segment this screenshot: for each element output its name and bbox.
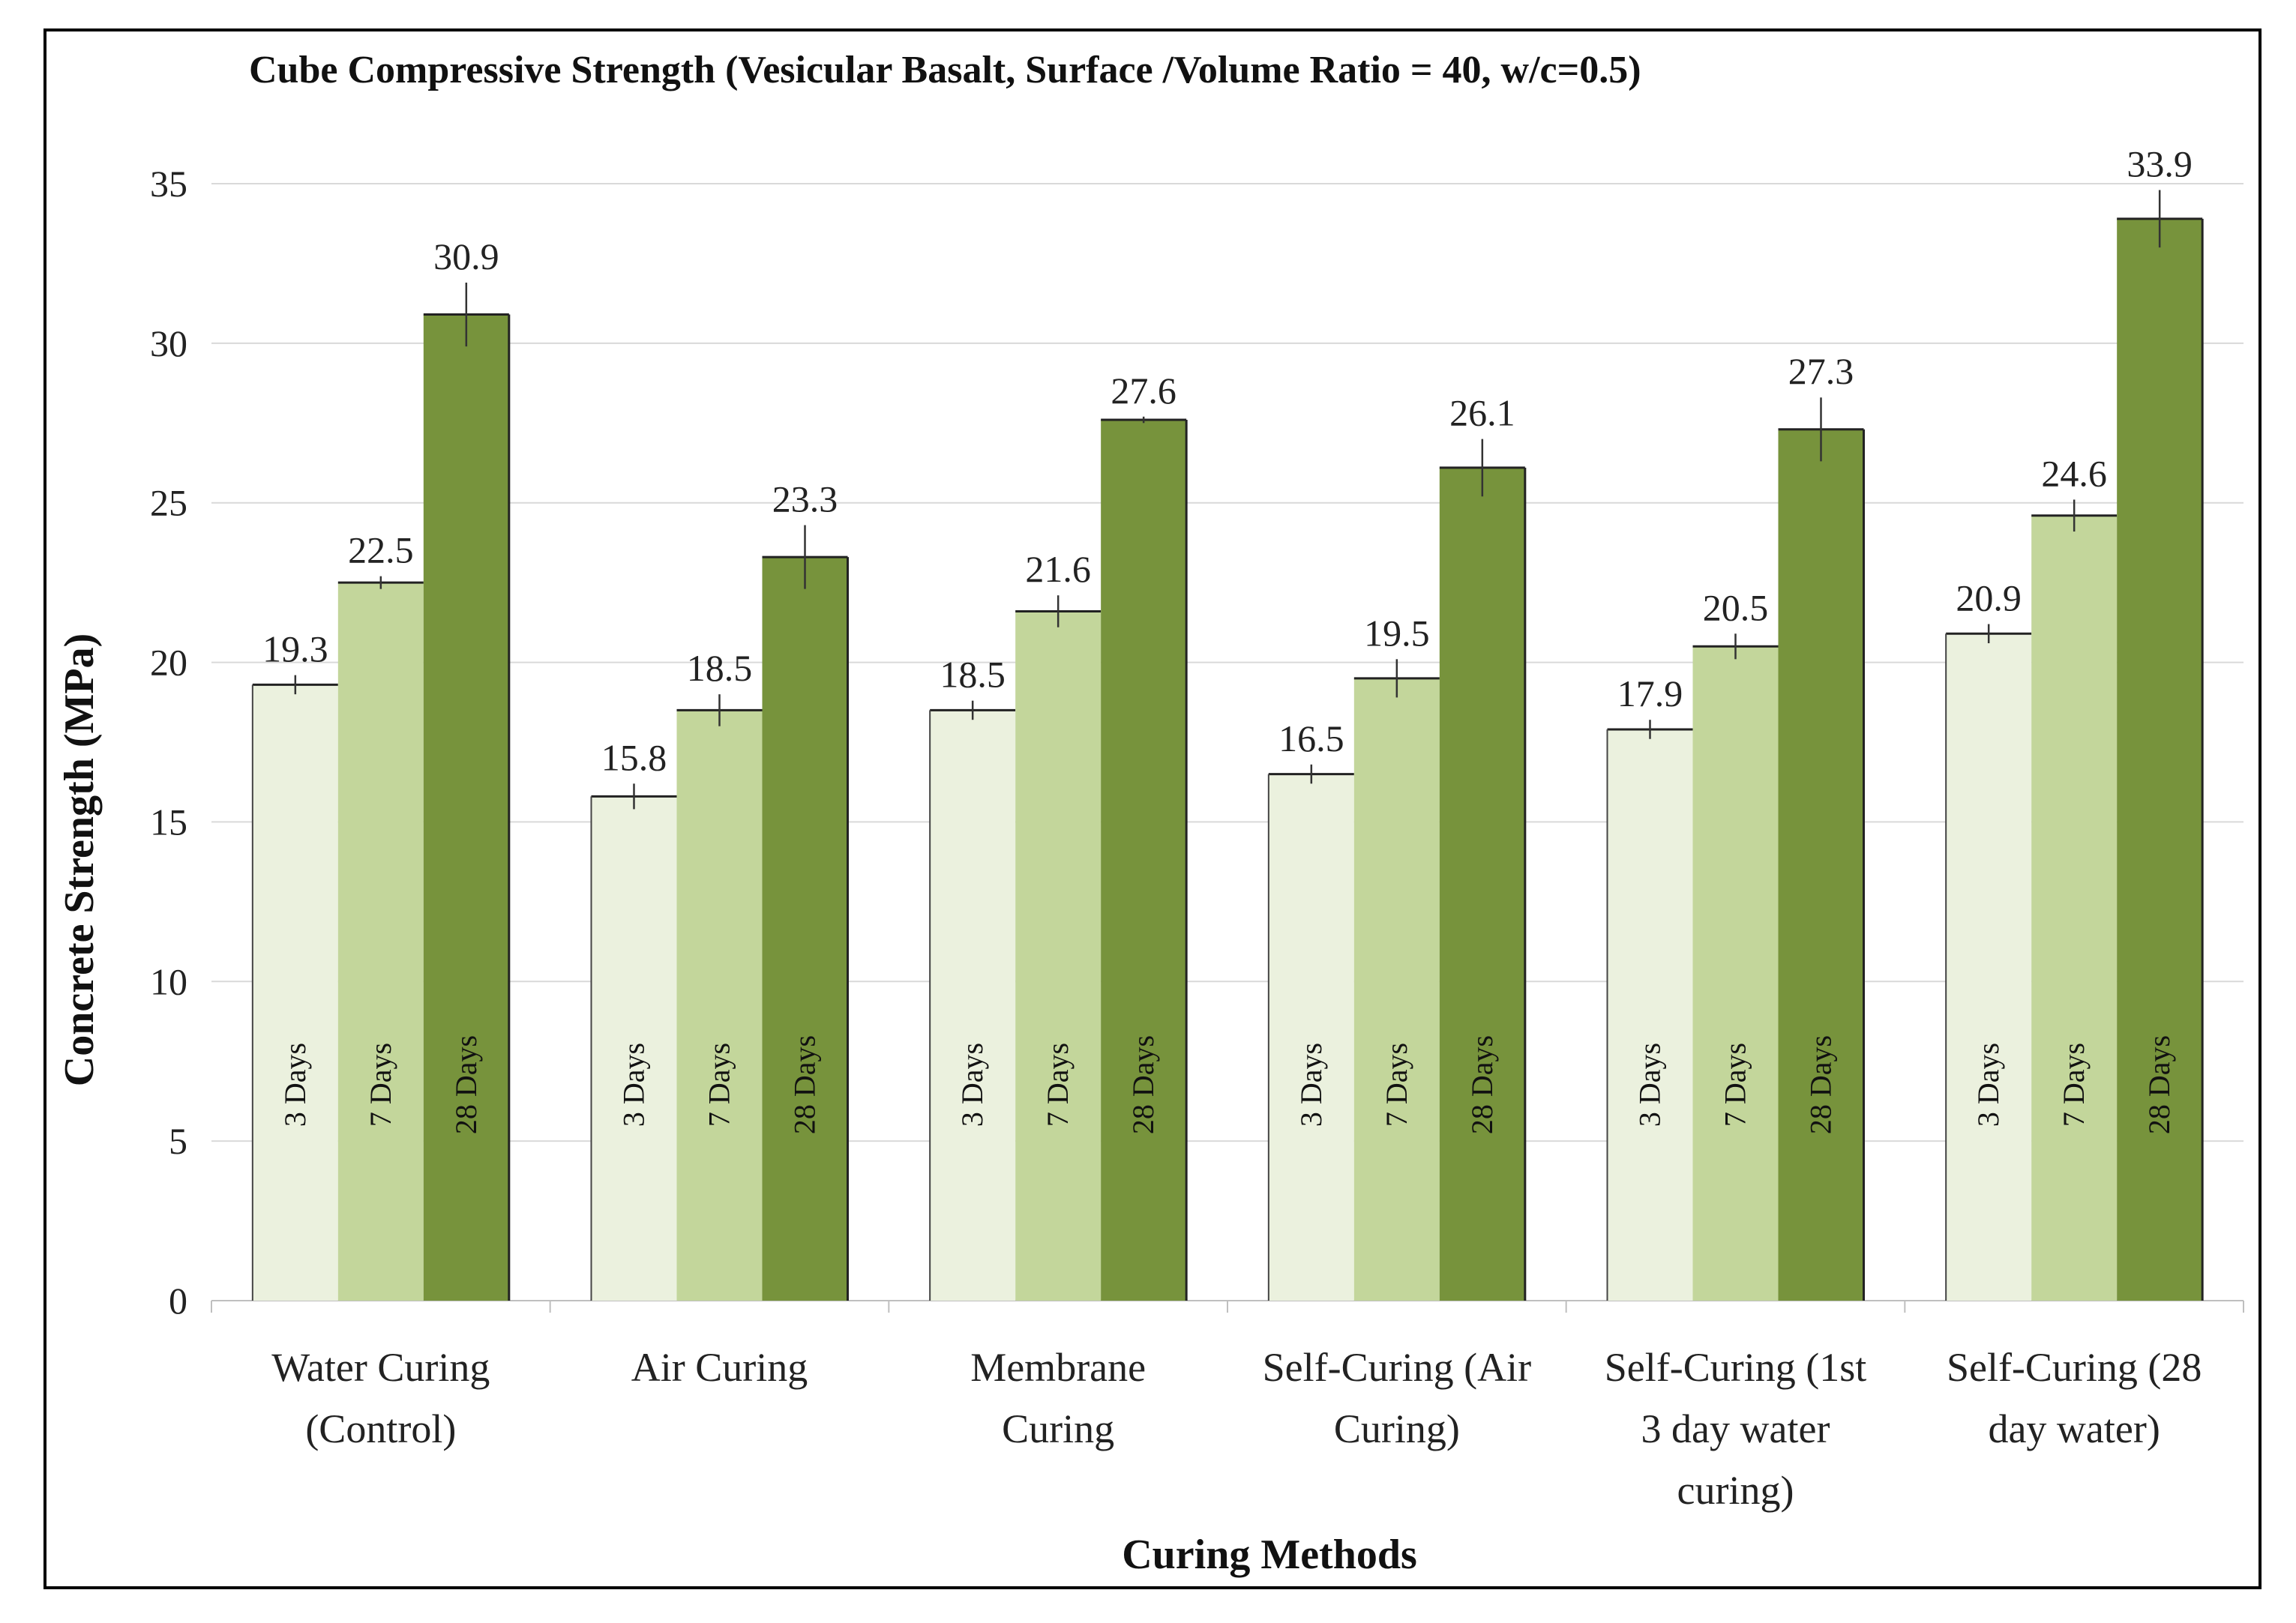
value-label: 27.3 [1788, 350, 1854, 392]
category-label-line: Air Curing [631, 1345, 808, 1390]
category-label: Self-Curing (28 day water) [1947, 1345, 2202, 1451]
category-label-line: curing) [1677, 1468, 1794, 1513]
series-label: 28 Days [449, 1035, 483, 1134]
value-label: 23.3 [772, 478, 838, 520]
series-label: 3 Days [1633, 1043, 1667, 1127]
error-bars [294, 190, 2161, 810]
y-tick-label: 20 [150, 642, 187, 684]
value-label: 15.8 [601, 736, 667, 778]
series-label: 3 Days [1294, 1043, 1328, 1127]
series-label: 28 Days [2142, 1035, 2176, 1134]
y-tick-labels: 0 5 10 15 20 25 30 35 [150, 163, 187, 1322]
series-label: 3 Days [278, 1043, 312, 1127]
series-label: 7 Days [2057, 1043, 2091, 1127]
bar [1607, 729, 1693, 1301]
value-label: 22.5 [348, 529, 414, 571]
category-label: Self-Curing (1st 3 day water curing) [1605, 1345, 1866, 1513]
series-label: 7 Days [1380, 1043, 1413, 1127]
value-label: 19.5 [1364, 612, 1430, 654]
bar [252, 684, 338, 1301]
category-label-line: Self-Curing (Air [1263, 1345, 1531, 1390]
bar [423, 314, 509, 1301]
chart-frame: Cube Compressive Strength (Vesicular Bas… [43, 28, 2262, 1589]
bar [591, 796, 677, 1301]
category-labels: Water Curing (Control) Air Curing Membrane C… [271, 1345, 2202, 1513]
category-label-line: Curing) [1334, 1406, 1460, 1451]
bar [1692, 646, 1779, 1301]
series-label: 28 Days [788, 1035, 822, 1134]
series-label: 7 Days [703, 1043, 736, 1127]
value-label: 33.9 [2127, 143, 2193, 185]
y-tick-label: 5 [169, 1120, 187, 1162]
series-label: 28 Days [1465, 1035, 1499, 1134]
bars [251, 217, 2204, 1301]
category-label: Membrane Curing [970, 1345, 1146, 1451]
bar [1778, 429, 1864, 1301]
series-label: 28 Days [1126, 1035, 1160, 1134]
chart-svg: Cube Compressive Strength (Vesicular Bas… [56, 49, 2244, 1578]
y-tick-label: 35 [150, 163, 187, 205]
value-label: 16.5 [1278, 717, 1344, 759]
series-label: 28 Days [1804, 1035, 1838, 1134]
series-label: 3 Days [1971, 1043, 2005, 1127]
value-labels: 19.3 22.5 30.9 15.8 18.5 23.3 18.5 21.6 27.6 16.5… [262, 143, 2193, 779]
category-label-line: day water) [1988, 1406, 2160, 1451]
value-label: 20.5 [1703, 586, 1769, 628]
category-label-line: Self-Curing (1st [1605, 1345, 1866, 1390]
series-label: 3 Days [955, 1043, 989, 1127]
bar [337, 582, 424, 1301]
value-label: 18.5 [687, 647, 753, 689]
category-label-line: Water Curing [271, 1345, 490, 1390]
category-label: Self-Curing (Air Curing) [1263, 1345, 1531, 1451]
value-label: 21.6 [1025, 548, 1091, 590]
category-label: Air Curing [631, 1345, 808, 1390]
bar [2117, 218, 2203, 1301]
bar [1353, 678, 1440, 1301]
in-bar-series-labels: 3 Days 7 Days 28 Days 3 Days 7 Days 28 Days 3 … [278, 1035, 2176, 1134]
y-tick-label: 0 [169, 1280, 187, 1322]
y-tick-label: 30 [150, 322, 187, 364]
bar [676, 710, 763, 1301]
series-label: 3 Days [617, 1043, 651, 1127]
gridlines [211, 183, 2244, 1313]
category-label: Water Curing (Control) [271, 1345, 490, 1451]
value-label: 20.9 [1956, 576, 2022, 618]
chart-title: Cube Compressive Strength (Vesicular Bas… [249, 49, 1641, 91]
x-axis-title: Curing Methods [1122, 1532, 1417, 1578]
bar [1101, 420, 1187, 1301]
category-label-line: 3 day water [1641, 1406, 1830, 1451]
category-label-line: Self-Curing (28 [1947, 1345, 2202, 1390]
series-label: 7 Days [1719, 1043, 1752, 1127]
bar [1946, 633, 2032, 1301]
bar [1268, 774, 1354, 1301]
value-label: 26.1 [1449, 392, 1515, 434]
category-label-line: Membrane [970, 1345, 1146, 1390]
category-label-line: (Control) [305, 1406, 456, 1451]
bar [2031, 515, 2118, 1301]
series-label: 7 Days [364, 1043, 397, 1127]
bar [762, 557, 848, 1301]
value-label: 27.6 [1111, 370, 1176, 412]
value-label: 19.3 [262, 628, 328, 670]
value-label: 17.9 [1617, 672, 1683, 714]
y-tick-label: 15 [150, 801, 187, 843]
value-label: 18.5 [940, 654, 1006, 696]
value-label: 30.9 [433, 235, 499, 277]
bar [930, 710, 1016, 1301]
value-label: 24.6 [2041, 452, 2107, 494]
series-label: 7 Days [1041, 1043, 1075, 1127]
category-label-line: Curing [1002, 1406, 1114, 1451]
y-tick-label: 25 [150, 482, 187, 524]
bar [1015, 611, 1102, 1301]
bar [1439, 467, 1525, 1301]
y-axis-title: Concrete Strength (MPa) [56, 633, 103, 1086]
y-tick-label: 10 [150, 960, 187, 1002]
